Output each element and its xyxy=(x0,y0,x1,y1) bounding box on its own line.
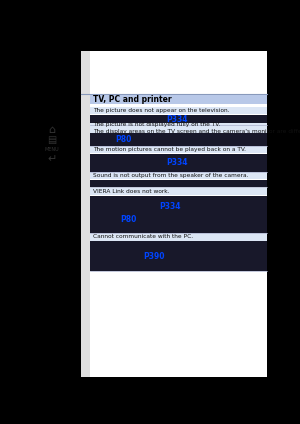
Text: VIERA Link does not work.: VIERA Link does not work. xyxy=(93,189,169,194)
Text: The picture is not displayed fully on the TV.
The display areas on the TV screen: The picture is not displayed fully on th… xyxy=(93,123,300,134)
Bar xyxy=(90,95,266,104)
Text: ⌂: ⌂ xyxy=(48,125,56,135)
Bar xyxy=(90,172,266,179)
Bar xyxy=(90,241,266,271)
Bar xyxy=(90,146,266,153)
Text: The motion pictures cannot be played back on a TV.: The motion pictures cannot be played bac… xyxy=(93,147,246,152)
Text: MENU: MENU xyxy=(45,147,59,152)
Bar xyxy=(90,107,266,114)
Text: P80: P80 xyxy=(115,135,132,144)
Text: P80: P80 xyxy=(120,215,136,224)
Text: P334: P334 xyxy=(166,158,188,167)
Text: TV, PC and printer: TV, PC and printer xyxy=(93,95,171,104)
Bar xyxy=(90,154,266,172)
Text: Cannot communicate with the PC.: Cannot communicate with the PC. xyxy=(93,234,193,240)
Bar xyxy=(90,123,266,133)
Bar xyxy=(90,133,266,145)
Text: P334: P334 xyxy=(166,115,188,124)
Bar xyxy=(90,195,266,233)
Bar xyxy=(80,51,90,377)
Text: The picture does not appear on the television.: The picture does not appear on the telev… xyxy=(93,108,229,113)
Bar xyxy=(90,51,266,377)
Text: ↵: ↵ xyxy=(47,155,57,165)
Bar xyxy=(90,233,266,240)
Text: P334: P334 xyxy=(159,201,181,211)
Bar xyxy=(90,114,266,126)
Text: P390: P390 xyxy=(143,252,164,261)
Bar xyxy=(90,188,266,195)
Bar xyxy=(90,180,266,187)
Text: Sound is not output from the speaker of the camera.: Sound is not output from the speaker of … xyxy=(93,173,248,178)
Text: ▤: ▤ xyxy=(47,135,56,145)
